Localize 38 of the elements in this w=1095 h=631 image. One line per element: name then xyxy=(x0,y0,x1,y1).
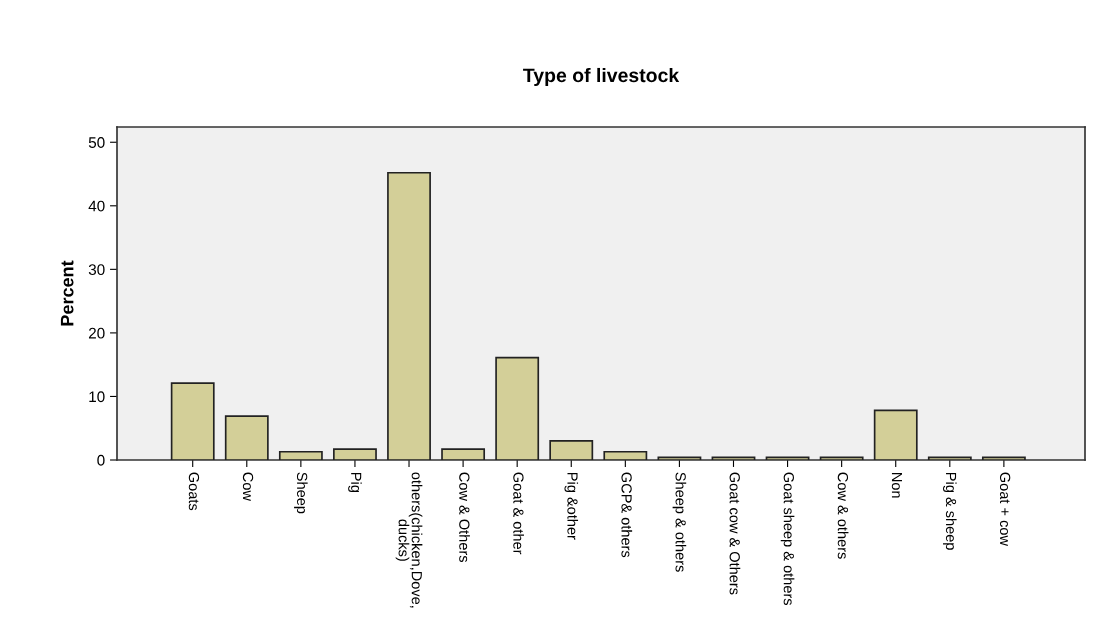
x-tick-label: Sheep & others xyxy=(672,472,687,572)
y-tick-label: 0 xyxy=(97,454,105,466)
x-tick-label: Non xyxy=(891,473,902,498)
x-tick-label: Goat sheep & others xyxy=(780,472,795,606)
bar xyxy=(981,456,1026,460)
bar xyxy=(819,456,864,460)
x-tick-label: Cow xyxy=(242,472,254,502)
x-tick-label: Cow & others xyxy=(837,472,849,559)
bar xyxy=(170,382,215,460)
bar xyxy=(927,456,972,460)
bar xyxy=(495,356,540,460)
bar xyxy=(278,450,323,460)
y-tick-label: 30 xyxy=(88,264,105,276)
x-tick-label: others(chicken,Dove, ducks) xyxy=(395,472,423,608)
bar xyxy=(657,456,702,460)
x-tick-label: Pig xyxy=(348,473,362,492)
x-tick-label: Goat & other xyxy=(513,472,524,555)
bar xyxy=(224,415,269,460)
x-tick-label: Cow & Others xyxy=(459,472,470,563)
chart-title: Type of livestock xyxy=(523,67,680,87)
y-tick-label: 40 xyxy=(88,200,105,212)
x-tick-label: Pig &other xyxy=(564,473,579,540)
y-axis-title: Percent xyxy=(60,260,74,326)
bar xyxy=(603,450,648,460)
bar xyxy=(549,440,594,460)
bar xyxy=(873,409,918,460)
x-tick-label: Goat cow & Others xyxy=(729,472,741,595)
x-tick-label: Goat + cow xyxy=(999,472,1011,547)
x-tick-label: Sheep xyxy=(294,472,308,514)
bar xyxy=(387,171,431,460)
x-tick-label: GCP& others xyxy=(621,472,633,558)
x-tick-label: Pig & sheep xyxy=(943,473,957,550)
y-tick-label: 50 xyxy=(88,137,105,148)
bar xyxy=(441,448,486,460)
y-tick-label: 10 xyxy=(89,391,105,403)
bar xyxy=(333,448,377,460)
x-tick-label: Goats xyxy=(188,472,200,511)
y-tick-label: 20 xyxy=(88,327,105,339)
